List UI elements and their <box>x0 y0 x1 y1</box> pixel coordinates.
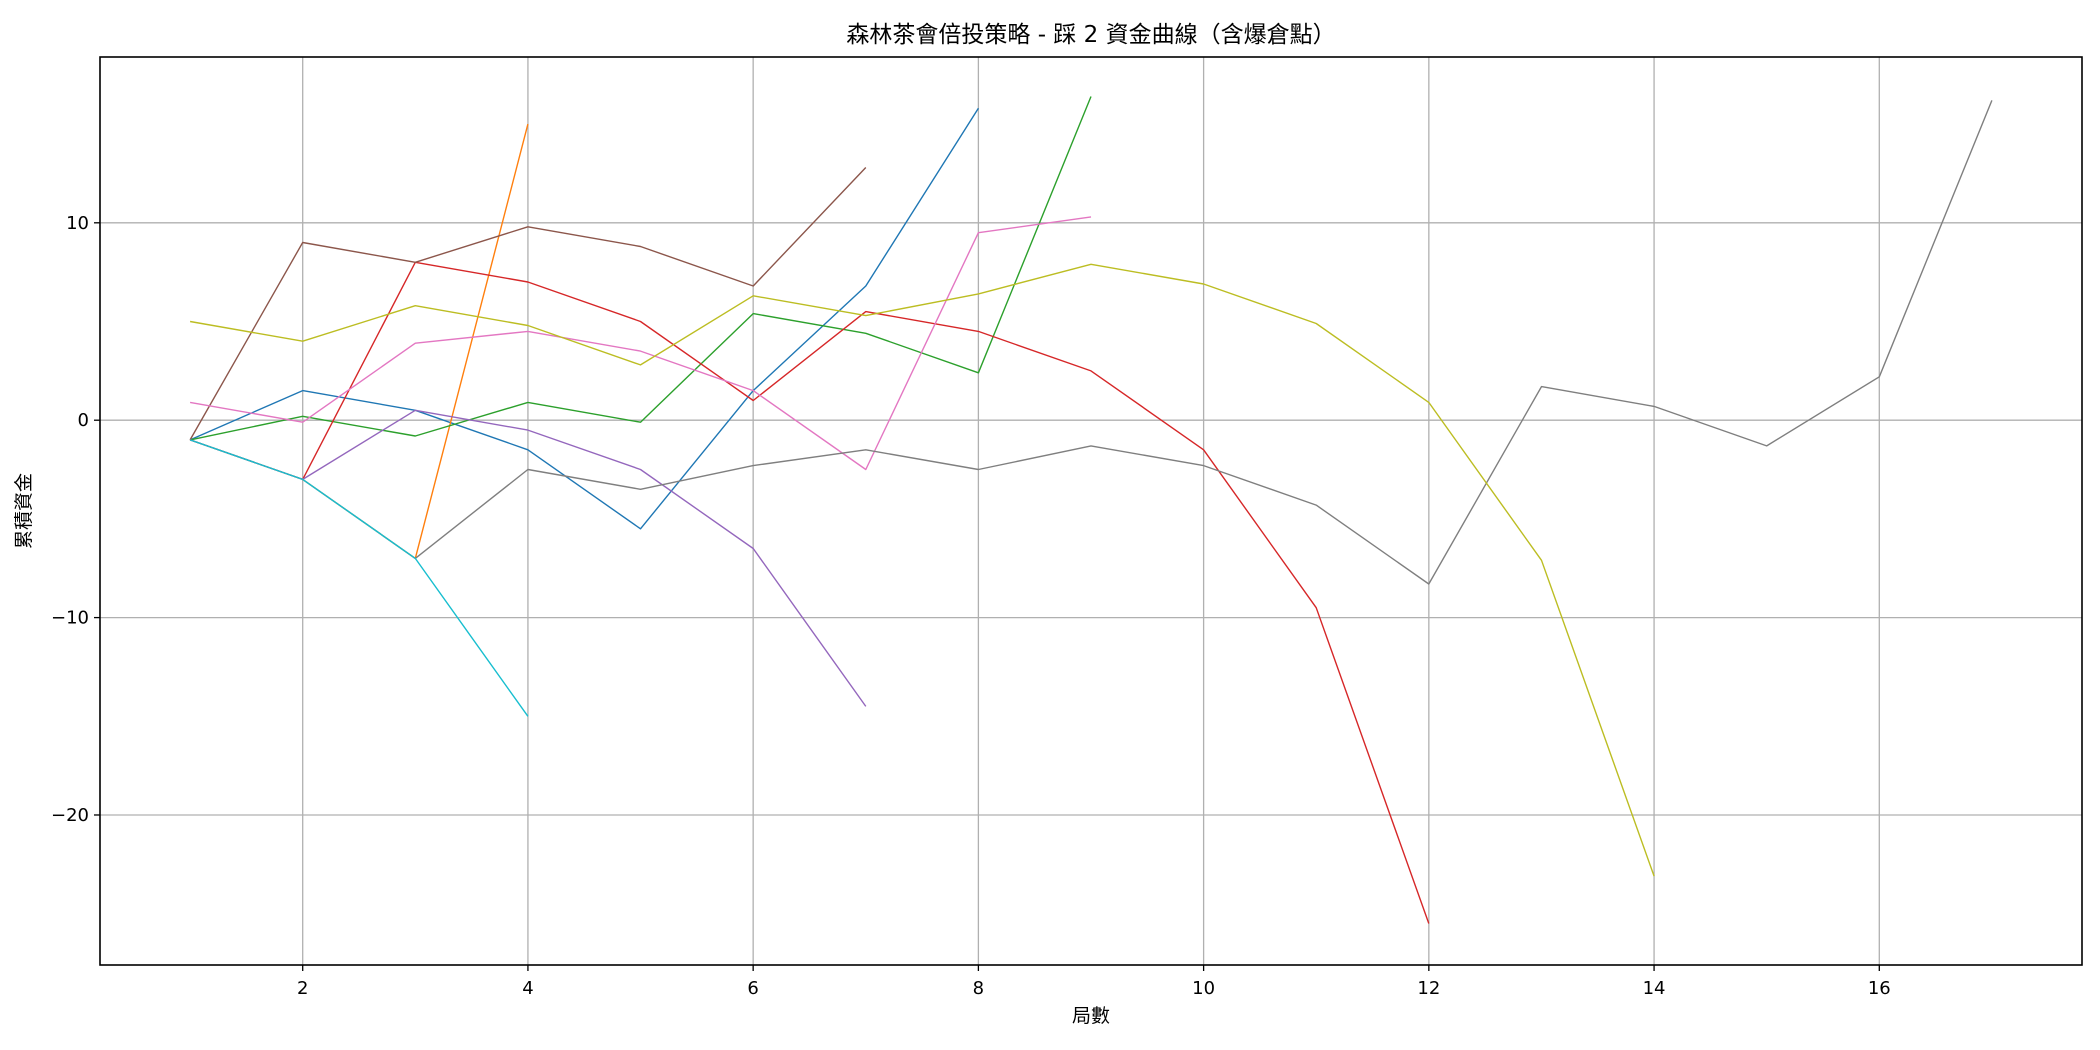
series-line-10 <box>189 439 529 717</box>
chart-title: 森林茶會倍投策略 - 踩 2 資金曲線（含爆倉點） <box>846 22 1335 48</box>
x-tick-label: 10 <box>1192 978 1215 999</box>
x-tick-label: 16 <box>1868 978 1891 999</box>
series-line-7 <box>189 216 1092 471</box>
plot-area-frame <box>99 56 2083 966</box>
x-tick-label: 2 <box>297 978 308 999</box>
series-line-1 <box>189 107 979 530</box>
series-line-3 <box>189 96 1092 441</box>
y-tick-label: 0 <box>78 410 89 431</box>
y-tick-label: −20 <box>51 805 89 826</box>
y-axis-title: 累積資金 <box>13 473 35 549</box>
axis-ticks: 2 4 6 8 10 12 14 16 −20 −10 0 10 <box>51 213 1891 999</box>
x-tick-label: 8 <box>973 978 984 999</box>
series-lines <box>189 96 1993 924</box>
x-tick-label: 6 <box>747 978 758 999</box>
grid-lines <box>100 57 2082 965</box>
series-line-9 <box>189 263 1655 877</box>
x-tick-label: 4 <box>522 978 533 999</box>
x-axis-title: 局數 <box>1072 1005 1110 1027</box>
y-tick-label: 10 <box>66 213 89 234</box>
x-tick-label: 12 <box>1417 978 1440 999</box>
series-line-2 <box>189 123 529 560</box>
series-line-8 <box>189 100 1993 585</box>
series-line-4 <box>189 261 1430 924</box>
x-tick-label: 14 <box>1643 978 1666 999</box>
y-tick-label: −10 <box>51 608 89 629</box>
series-line-6 <box>189 167 867 441</box>
